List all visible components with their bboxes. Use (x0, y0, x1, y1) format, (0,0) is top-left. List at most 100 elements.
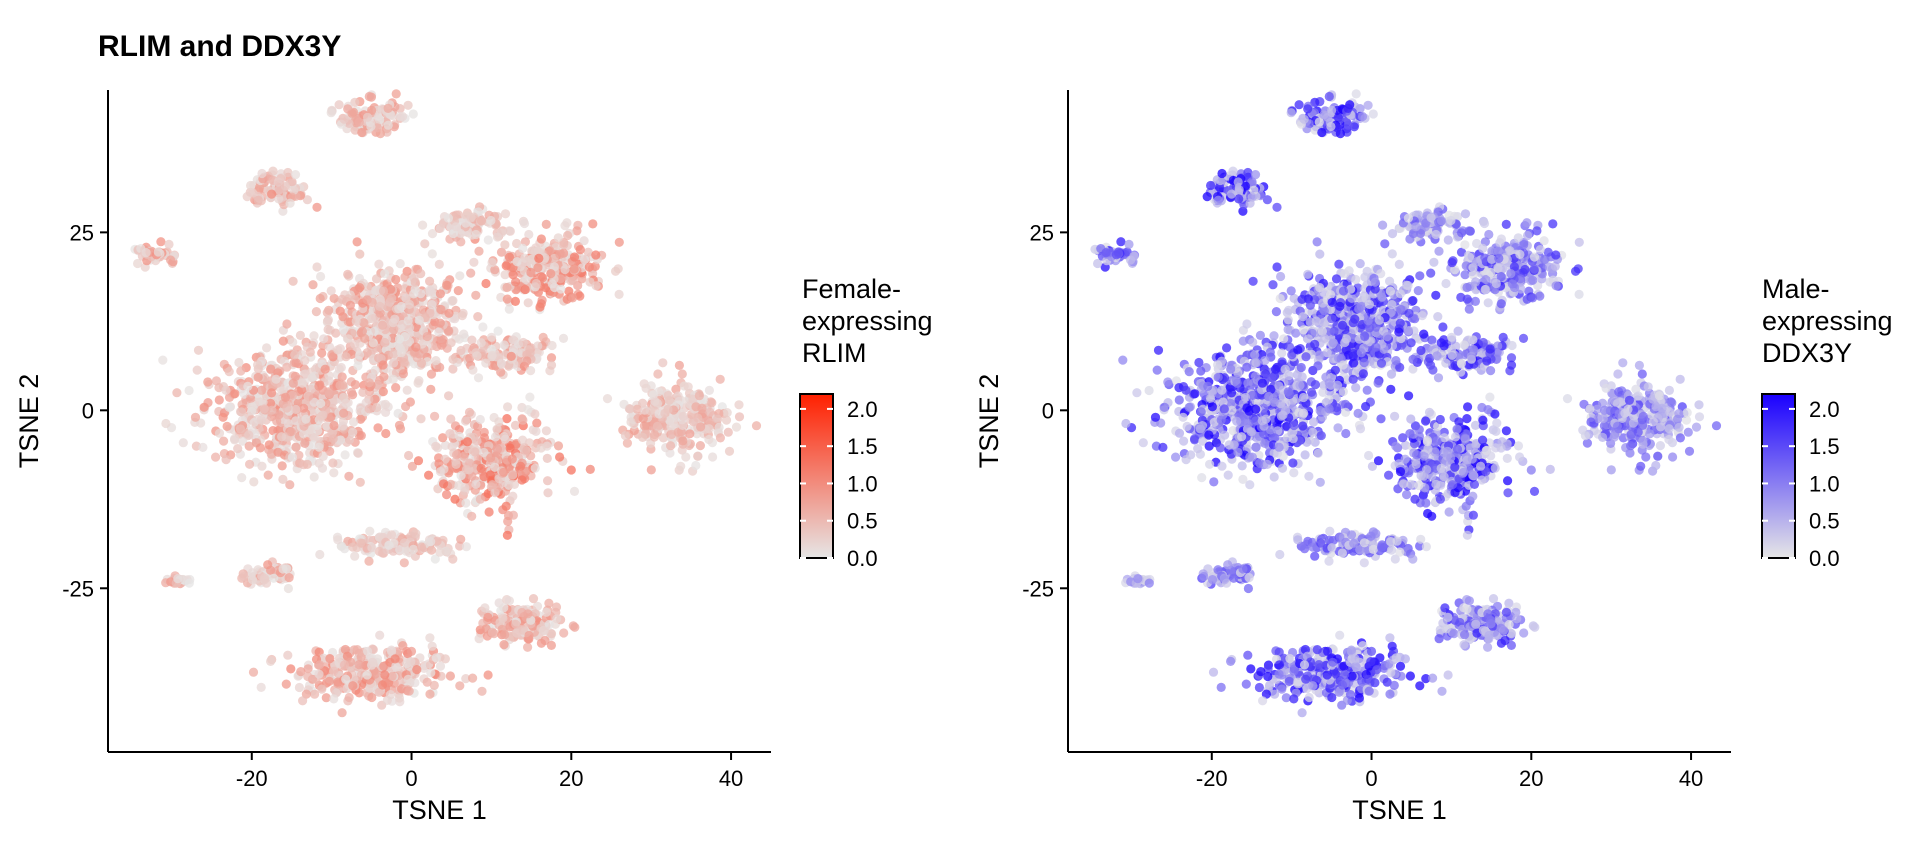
cell-point (291, 372, 300, 381)
cell-point (285, 573, 294, 582)
cell-point (524, 298, 533, 307)
cell-point (615, 238, 624, 247)
cell-point (1328, 298, 1337, 307)
cell-point (333, 535, 342, 544)
cell-point (156, 237, 165, 246)
cell-point (369, 338, 378, 347)
cell-point (1289, 421, 1298, 430)
cell-point (1179, 413, 1188, 422)
cell-point (499, 640, 508, 649)
cell-point (154, 247, 163, 256)
cell-point (478, 322, 487, 331)
legend-tick-label: 1.0 (847, 471, 878, 496)
cell-point (161, 419, 170, 428)
cell-point (1434, 373, 1443, 382)
x-axis-title: TSNE 1 (392, 795, 487, 825)
cell-point (431, 356, 440, 365)
cell-point (1190, 389, 1199, 398)
cell-point (339, 393, 348, 402)
cell-point (237, 473, 246, 482)
cell-point (392, 89, 401, 98)
cell-point (387, 294, 396, 303)
cell-point (490, 463, 499, 472)
cell-point (1384, 471, 1393, 480)
cell-point (357, 128, 366, 137)
cell-point (1415, 271, 1424, 280)
cell-point (230, 389, 239, 398)
cell-point (475, 634, 484, 643)
cell-point (283, 651, 292, 660)
cell-point (1462, 414, 1471, 423)
cell-point (1371, 278, 1380, 287)
cell-point (563, 231, 572, 240)
cell-point (1171, 453, 1180, 462)
cell-point (546, 269, 555, 278)
cell-point (463, 437, 472, 446)
cell-point (327, 108, 336, 117)
cell-point (523, 405, 532, 414)
cell-point (545, 246, 554, 255)
cell-point (1264, 392, 1273, 401)
cell-point (389, 539, 398, 548)
cell-point (1270, 472, 1279, 481)
cell-point (416, 414, 425, 423)
cell-point (1463, 531, 1472, 540)
cell-point (542, 426, 551, 435)
cell-point (1365, 300, 1374, 309)
cell-point (391, 654, 400, 663)
cell-point (1419, 330, 1428, 339)
cell-point (287, 427, 296, 436)
cell-point (508, 470, 517, 479)
cell-point (371, 366, 380, 375)
cell-point (1436, 415, 1445, 424)
cell-point (384, 104, 393, 113)
cell-point (351, 380, 360, 389)
cell-point (1388, 249, 1397, 258)
cell-point (488, 351, 497, 360)
cell-point (665, 396, 674, 405)
cell-point (1410, 495, 1419, 504)
cell-point (346, 301, 355, 310)
cell-point (1287, 286, 1296, 295)
cell-point (526, 366, 535, 375)
cell-point (384, 121, 393, 130)
cell-point (580, 236, 589, 245)
cell-point (1299, 325, 1308, 334)
cell-point (352, 317, 361, 326)
cell-point (444, 214, 453, 223)
cell-point (1502, 426, 1511, 435)
cell-point (400, 332, 409, 341)
cell-point (430, 681, 439, 690)
cell-point (400, 538, 409, 547)
cell-point (1238, 461, 1247, 470)
cell-point (678, 421, 687, 430)
cell-point (1503, 488, 1512, 497)
cell-point (350, 552, 359, 561)
cell-point (317, 348, 326, 357)
cell-point (304, 392, 313, 401)
cell-point (301, 415, 310, 424)
cell-point (1404, 391, 1413, 400)
cell-point (1503, 454, 1512, 463)
cell-point (696, 441, 705, 450)
cell-point (446, 671, 455, 680)
cell-point (1334, 260, 1343, 269)
cell-point (436, 467, 445, 476)
cell-point (1451, 432, 1460, 441)
cell-point (1261, 415, 1270, 424)
cell-point (426, 385, 435, 394)
points-group (1090, 89, 1721, 717)
cell-point (1312, 317, 1321, 326)
cell-point (263, 560, 272, 569)
cell-point (1427, 512, 1436, 521)
cell-point (678, 369, 687, 378)
cell-point (639, 414, 648, 423)
cell-point (257, 386, 266, 395)
cell-point (333, 678, 342, 687)
cell-point (724, 428, 733, 437)
cell-point (289, 277, 298, 286)
cell-point (272, 417, 281, 426)
cell-point (398, 112, 407, 121)
cell-point (1268, 280, 1277, 289)
cell-point (501, 270, 510, 279)
